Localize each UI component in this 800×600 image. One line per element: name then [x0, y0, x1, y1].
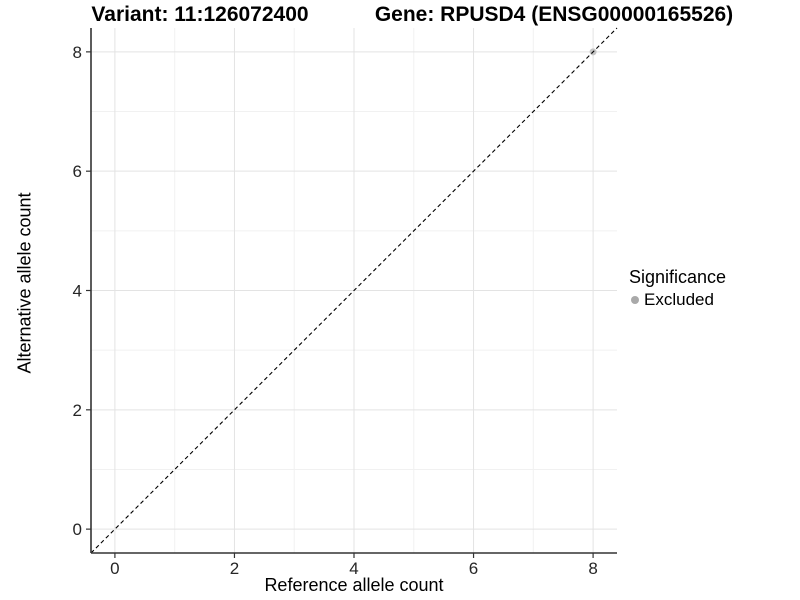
identity-line	[90, 27, 618, 554]
legend: Significance Excluded	[629, 267, 726, 310]
y-tick-label: 0	[73, 520, 82, 539]
legend-item-label: Excluded	[644, 290, 714, 309]
y-axis-title: Alternative allele count	[14, 192, 35, 374]
x-tick-label: 8	[588, 559, 597, 578]
gene-title: Gene: RPUSD4 (ENSG00000165526)	[374, 3, 734, 26]
y-tick-label: 2	[73, 401, 82, 420]
x-tick-label: 4	[349, 559, 358, 578]
y-tick-label: 6	[73, 162, 82, 181]
x-tick-label: 2	[230, 559, 239, 578]
y-tick-label: 4	[73, 282, 82, 301]
legend-point-icon	[631, 296, 639, 304]
y-tick-label: 8	[73, 43, 82, 62]
x-tick-label: 6	[469, 559, 478, 578]
legend-item: Excluded	[629, 290, 726, 310]
legend-title: Significance	[629, 267, 727, 287]
x-tick-label: 0	[110, 559, 119, 578]
x-axis-title: Reference allele count	[264, 575, 444, 595]
variant-title: Variant: 11:126072400	[91, 3, 309, 26]
legend-items: Excluded	[629, 290, 726, 310]
